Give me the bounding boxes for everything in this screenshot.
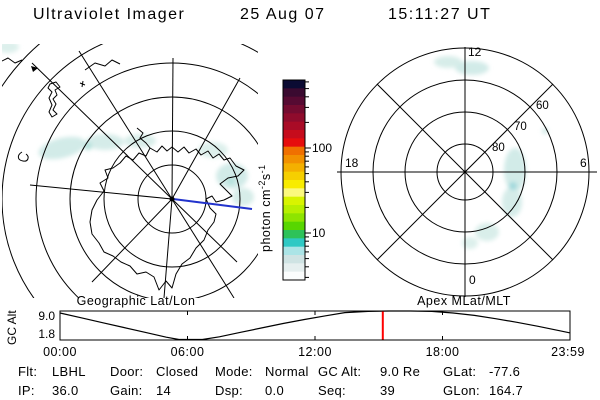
status-glon: GLon: 164.7 bbox=[443, 383, 523, 398]
status-mode-value: Normal bbox=[265, 364, 309, 379]
gc-alt-curve bbox=[59, 310, 570, 341]
colorbar-frame bbox=[282, 79, 306, 281]
coastline-peninsula bbox=[136, 127, 151, 149]
coast-islet bbox=[31, 66, 38, 72]
status-ip-value: 36.0 bbox=[52, 383, 79, 398]
island-hook bbox=[17, 151, 29, 162]
status-mode-label: Mode: bbox=[215, 364, 253, 379]
status-ip: IP: 36.0 bbox=[18, 383, 79, 398]
status-seq: Seq: 39 bbox=[318, 383, 395, 398]
status-ip-label: IP: bbox=[18, 383, 35, 398]
status-door-label: Door: bbox=[110, 364, 144, 379]
colorbar: 100 10 photon cm-2s-1 bbox=[257, 79, 332, 281]
status-gain-label: Gain: bbox=[110, 383, 143, 398]
strip-chart-frame bbox=[59, 310, 571, 341]
status-glon-label: GLon: bbox=[443, 383, 480, 398]
status-dsp-value: 0.0 bbox=[265, 383, 284, 398]
mlat-ring-label-80: 80 bbox=[492, 142, 505, 154]
colorbar-tick-10: 10 bbox=[312, 226, 326, 240]
status-door-value: Closed bbox=[156, 364, 199, 379]
x-tick-0000: 00:00 bbox=[43, 345, 77, 359]
colorbar-ticks bbox=[305, 81, 311, 278]
status-seq-label: Seq: bbox=[318, 383, 346, 398]
app-title: Ultraviolet Imager bbox=[33, 6, 186, 23]
meridian-lines bbox=[29, 50, 241, 298]
gc-alt-axis-label: GC Alt bbox=[5, 310, 19, 345]
header-time: 15:11:27 UT bbox=[388, 6, 492, 23]
mlt-label-18: 18 bbox=[345, 156, 359, 170]
status-gc-alt: GC Alt: 9.0 Re bbox=[318, 364, 420, 379]
status-gain: Gain: 14 bbox=[110, 383, 171, 398]
plus-marker bbox=[79, 80, 86, 88]
status-gc-alt-label: GC Alt: bbox=[318, 364, 362, 379]
status-glat-value: -77.6 bbox=[489, 364, 521, 379]
mlat-ring-label-60: 60 bbox=[536, 100, 549, 112]
status-gc-alt-value: 9.0 Re bbox=[380, 364, 421, 379]
x-tick-0600: 06:00 bbox=[171, 345, 205, 359]
coast-corner-1 bbox=[2, 57, 23, 64]
y-tick-1-8: 1.8 bbox=[38, 327, 55, 341]
island-south-america-tip bbox=[47, 81, 61, 118]
status-dsp-label: Dsp: bbox=[215, 383, 243, 398]
coastline bbox=[2, 57, 245, 291]
y-tick-9: 9.0 bbox=[38, 309, 55, 323]
orbit-track-line bbox=[172, 198, 253, 210]
status-glat: GLat: -77.6 bbox=[443, 364, 520, 379]
status-flt-label: Flt: bbox=[18, 364, 38, 379]
mlat-ring-label-70: 70 bbox=[514, 121, 527, 133]
status-door: Door: Closed bbox=[110, 364, 198, 379]
colorbar-steps bbox=[283, 80, 305, 281]
status-gain-value: 14 bbox=[156, 383, 172, 398]
apex-polar-plot: 12 18 6 0 80 70 60 bbox=[337, 45, 597, 297]
x-tick-2359: 23:59 bbox=[551, 345, 585, 359]
status-mode: Mode: Normal bbox=[215, 364, 309, 379]
left-plot-caption: Geographic Lat/Lon bbox=[77, 294, 196, 308]
status-dsp: Dsp: 0.0 bbox=[215, 383, 284, 398]
status-flt: Flt: LBHL bbox=[18, 364, 86, 379]
status-flt-value: LBHL bbox=[52, 364, 86, 379]
status-glon-value: 164.7 bbox=[489, 383, 524, 398]
spacecraft-position-dot bbox=[169, 196, 175, 202]
mlt-label-12: 12 bbox=[468, 45, 482, 59]
geographic-polar-plot bbox=[2, 44, 258, 298]
colorbar-unit-label: photon cm-2s-1 bbox=[257, 164, 273, 252]
gc-alt-strip-chart: 9.0 1.8 GC Alt 00:00 06:00 12:00 18:00 2… bbox=[5, 309, 585, 359]
coast-corner-2 bbox=[84, 59, 121, 71]
x-tick-1200: 12:00 bbox=[298, 345, 332, 359]
right-plot-caption: Apex MLat/MLT bbox=[417, 294, 511, 308]
mlt-label-6: 6 bbox=[580, 156, 587, 170]
status-seq-value: 39 bbox=[380, 383, 396, 398]
header-date: 25 Aug 07 bbox=[240, 6, 326, 23]
status-glat-label: GLat: bbox=[443, 364, 477, 379]
auroral-emission-left bbox=[2, 44, 254, 206]
mlt-label-0: 0 bbox=[469, 273, 476, 287]
auroral-emission-right bbox=[434, 56, 548, 249]
mlt-spokes bbox=[337, 47, 597, 297]
x-tick-1800: 18:00 bbox=[426, 345, 460, 359]
colorbar-tick-100: 100 bbox=[312, 141, 332, 155]
